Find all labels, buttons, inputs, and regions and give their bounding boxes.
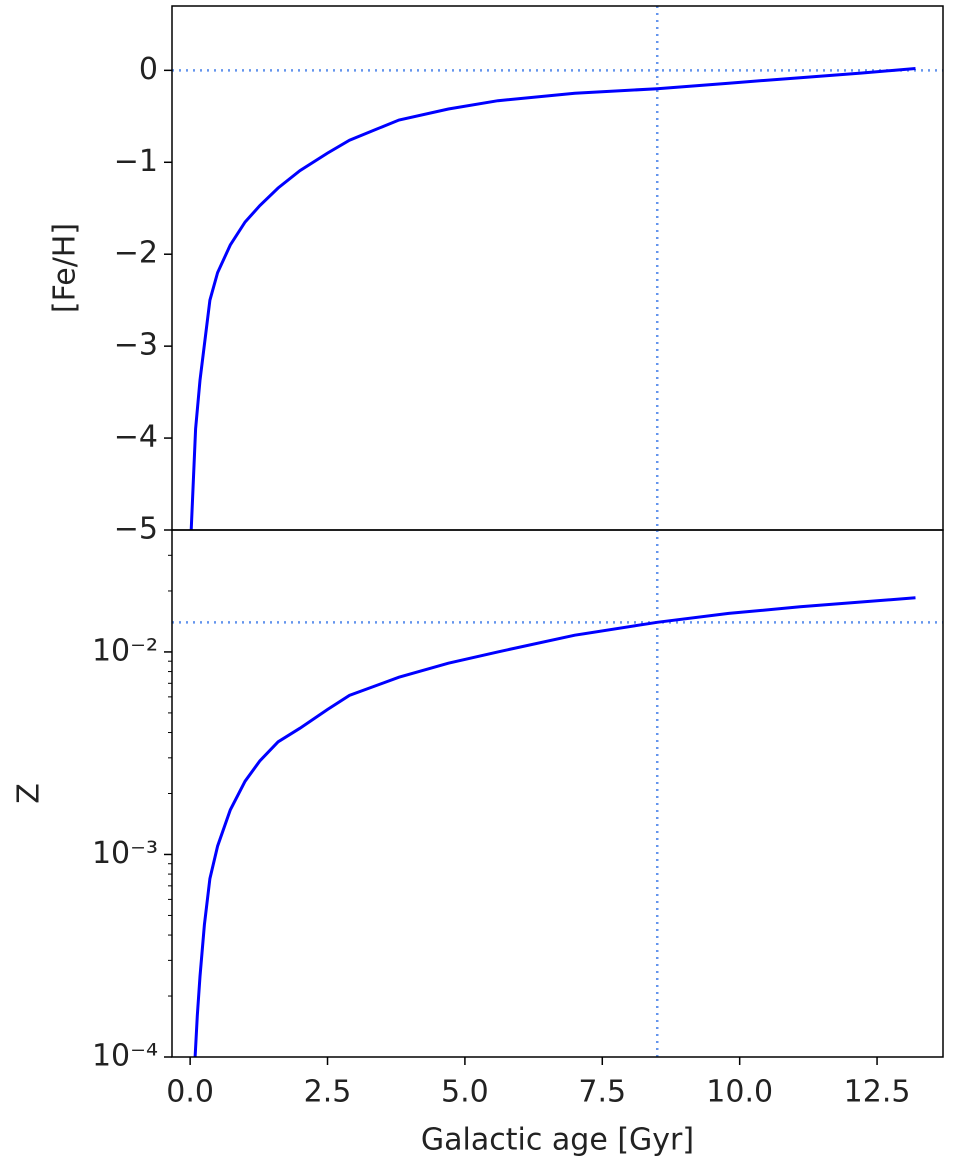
- y-tick-label: −3: [114, 328, 158, 363]
- x-tick-label: 0.0: [166, 1075, 214, 1110]
- y-tick-label: −2: [114, 236, 158, 271]
- y-tick-label: −1: [114, 144, 158, 179]
- y-tick-label: 10⁻²: [92, 633, 158, 668]
- x-tick-label: 7.5: [578, 1075, 626, 1110]
- curve: [189, 67, 916, 531]
- y-tick-label: 0: [139, 52, 158, 87]
- y-axis-label: Z: [12, 783, 47, 804]
- x-tick-label: 12.5: [844, 1075, 911, 1110]
- curve: [193, 596, 916, 1058]
- x-tick-label: 5.0: [441, 1075, 489, 1110]
- y-tick-label: 10⁻⁴: [92, 1039, 158, 1074]
- x-tick-label: 2.5: [304, 1075, 352, 1110]
- x-axis-label: Galactic age [Gyr]: [421, 1123, 694, 1158]
- plot-frame: [171, 529, 944, 1058]
- y-tick-label: −5: [114, 512, 158, 547]
- x-tick-label: 10.0: [706, 1075, 773, 1110]
- y-tick-label: 10⁻³: [92, 836, 158, 871]
- y-axis-label: [Fe/H]: [48, 223, 83, 313]
- plot-frame: [171, 5, 944, 531]
- y-tick-label: −4: [114, 420, 158, 455]
